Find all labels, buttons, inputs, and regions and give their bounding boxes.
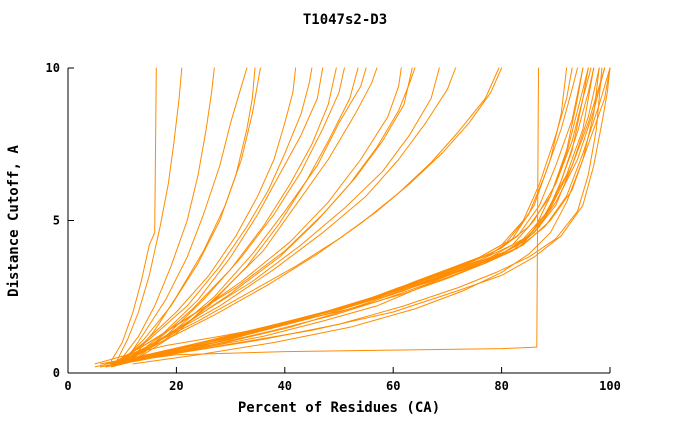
x-tick-label: 0 — [64, 379, 71, 393]
x-tick-label: 80 — [494, 379, 508, 393]
model-curve — [110, 67, 611, 365]
model-curve — [110, 67, 413, 365]
y-tick-label: 0 — [53, 366, 60, 380]
y-axis-label: Distance Cutoff, A — [6, 145, 22, 297]
model-curve — [127, 67, 416, 359]
model-curve — [121, 67, 313, 362]
model-curve — [105, 67, 539, 365]
model-curve — [116, 67, 440, 365]
model-curve — [121, 67, 215, 359]
model-curve — [127, 67, 248, 359]
model-curve — [121, 67, 256, 362]
tick-marks — [67, 67, 611, 374]
model-curve — [127, 67, 324, 362]
y-tick-label: 10 — [46, 61, 60, 75]
model-curve — [110, 67, 606, 368]
model-curve — [116, 67, 603, 365]
model-curve — [100, 67, 573, 368]
model-curve — [132, 67, 261, 359]
model-curve — [94, 67, 589, 365]
model-curve — [116, 67, 183, 362]
model-curve — [132, 67, 600, 365]
model-curve — [116, 67, 500, 365]
x-axis-label: Percent of Residues (CA) — [238, 400, 440, 416]
x-tick-label: 60 — [386, 379, 400, 393]
x-tick-label: 100 — [599, 379, 621, 393]
model-curve — [100, 67, 584, 368]
x-tick-label: 40 — [278, 379, 292, 393]
y-tick-label: 5 — [53, 214, 60, 228]
series-lines — [94, 67, 611, 368]
model-curve — [132, 67, 367, 359]
model-curve — [110, 67, 157, 362]
model-curve — [121, 67, 456, 362]
tick-labels: 0 20 40 60 80 100 0 5 10 — [46, 61, 621, 393]
chart-title: T1047s2-D3 — [303, 12, 387, 28]
x-tick-label: 20 — [169, 379, 183, 393]
model-curve — [116, 67, 402, 362]
model-curve — [116, 67, 297, 365]
model-curve — [105, 67, 589, 368]
